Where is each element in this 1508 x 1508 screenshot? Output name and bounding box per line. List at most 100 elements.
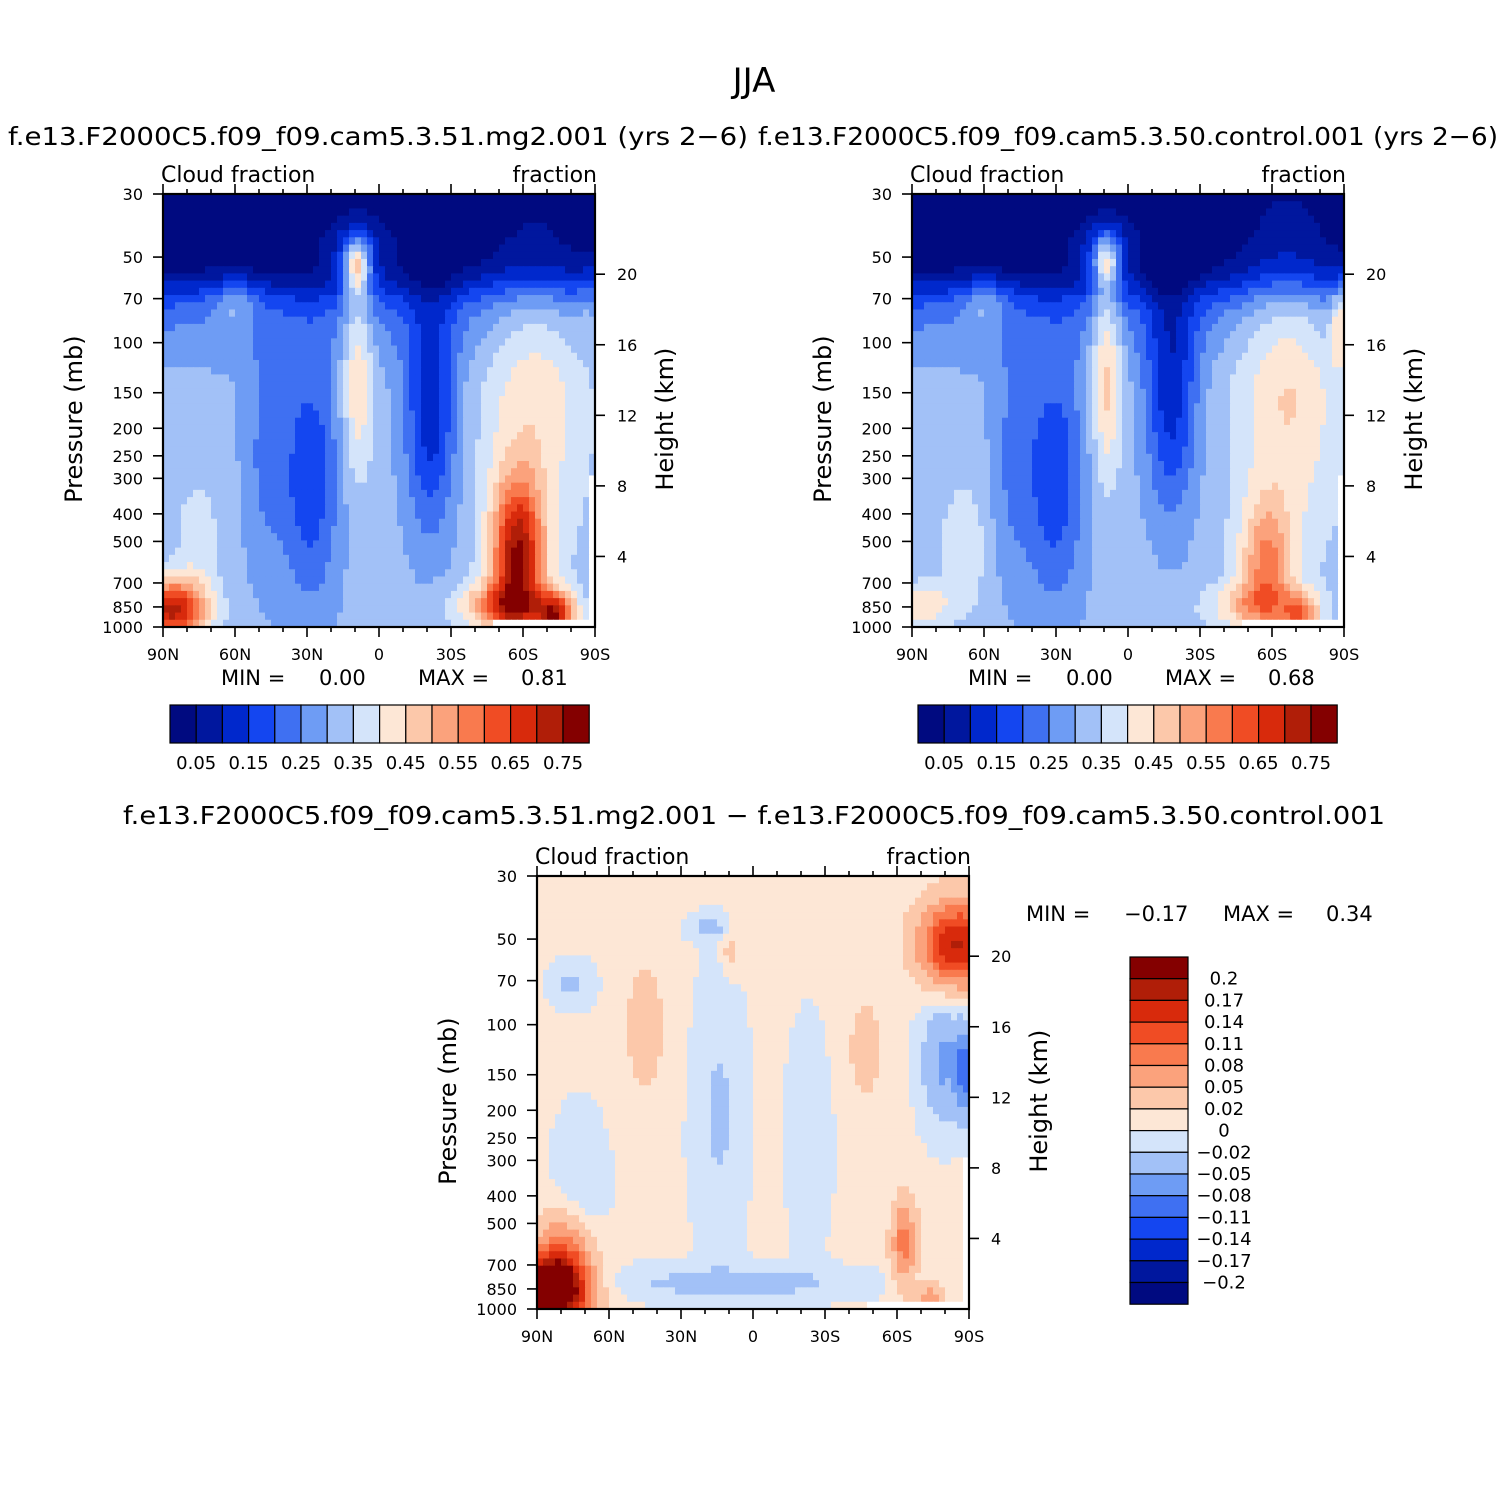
contour-cell bbox=[1272, 230, 1279, 238]
contour-cell bbox=[235, 374, 242, 383]
contour-cell bbox=[229, 439, 236, 448]
contour-cell bbox=[487, 316, 494, 325]
contour-cell bbox=[469, 590, 476, 599]
contour-cell bbox=[1068, 201, 1075, 210]
contour-cell bbox=[1338, 230, 1345, 238]
contour-cell bbox=[1224, 215, 1231, 224]
contour-cell bbox=[409, 525, 416, 534]
contour-cell bbox=[1002, 244, 1009, 253]
contour-cell bbox=[517, 388, 524, 397]
contour-cell bbox=[325, 605, 332, 614]
contour-cell bbox=[1320, 208, 1327, 217]
contour-cell bbox=[589, 590, 596, 599]
contour-cell bbox=[445, 533, 452, 541]
contour-cell bbox=[373, 417, 380, 426]
contour-cell bbox=[1176, 215, 1183, 224]
contour-cell bbox=[511, 417, 518, 426]
contour-cell bbox=[1194, 230, 1201, 238]
contour-cell bbox=[181, 446, 188, 455]
contour-cell bbox=[199, 194, 206, 202]
contour-cell bbox=[493, 367, 500, 376]
contour-cell bbox=[229, 230, 236, 238]
contour-cell bbox=[169, 461, 176, 469]
contour-cell bbox=[223, 316, 230, 325]
contour-cell bbox=[427, 439, 434, 448]
contour-cell bbox=[205, 511, 212, 520]
contour-cell bbox=[463, 388, 470, 397]
contour-cell bbox=[511, 439, 518, 448]
contour-cell bbox=[487, 295, 494, 303]
contour-cell bbox=[499, 273, 506, 282]
contour-cell bbox=[319, 511, 326, 520]
contour-cell bbox=[391, 266, 398, 274]
contour-cell bbox=[301, 194, 308, 202]
contour-cell bbox=[295, 266, 302, 274]
contour-cell bbox=[1326, 222, 1333, 231]
contour-cell bbox=[361, 345, 368, 354]
contour-cell bbox=[187, 309, 194, 318]
contour-cell bbox=[1152, 201, 1159, 210]
contour-cell bbox=[373, 619, 380, 628]
contour-cell bbox=[319, 424, 326, 433]
contour-cell bbox=[373, 583, 380, 592]
contour-cell bbox=[223, 504, 230, 513]
contour-cell bbox=[529, 547, 536, 556]
contour-cell bbox=[379, 525, 386, 534]
contour-cell bbox=[349, 482, 356, 491]
contour-cell bbox=[1056, 215, 1063, 224]
contour-cell bbox=[385, 453, 392, 462]
contour-cell bbox=[463, 374, 470, 383]
contour-cell bbox=[169, 583, 176, 592]
contour-cell bbox=[319, 266, 326, 274]
contour-cell bbox=[193, 533, 200, 541]
contour-cell bbox=[505, 396, 512, 404]
contour-cell bbox=[433, 374, 440, 383]
contour-cell bbox=[355, 518, 362, 527]
contour-cell bbox=[247, 489, 254, 498]
contour-cell bbox=[307, 222, 314, 231]
contour-cell bbox=[283, 295, 290, 303]
contour-cell bbox=[565, 518, 572, 527]
contour-cell bbox=[577, 316, 584, 325]
contour-cell bbox=[277, 215, 284, 224]
contour-cell bbox=[349, 338, 356, 347]
contour-cell bbox=[960, 230, 967, 238]
contour-cell bbox=[265, 583, 272, 592]
contour-cell bbox=[211, 453, 218, 462]
contour-cell bbox=[331, 424, 338, 433]
contour-cell bbox=[415, 554, 422, 563]
contour-cell bbox=[205, 194, 212, 202]
contour-cell bbox=[511, 359, 518, 368]
contour-cell bbox=[289, 511, 296, 520]
contour-cell bbox=[331, 359, 338, 368]
contour-cell bbox=[1194, 215, 1201, 224]
contour-cell bbox=[295, 309, 302, 318]
contour-cell bbox=[403, 540, 410, 549]
contour-cell bbox=[415, 309, 422, 318]
contour-cell bbox=[1266, 201, 1273, 210]
contour-cell bbox=[253, 302, 260, 311]
contour-cell bbox=[367, 367, 374, 376]
contour-cell bbox=[583, 504, 590, 513]
contour-cell bbox=[307, 576, 314, 585]
contour-cell bbox=[295, 244, 302, 253]
contour-cell bbox=[535, 244, 542, 253]
contour-cell bbox=[385, 540, 392, 549]
contour-cell bbox=[583, 302, 590, 311]
y-tick-label: 50 bbox=[123, 248, 143, 267]
contour-cell bbox=[349, 432, 356, 440]
contour-cell bbox=[541, 222, 548, 231]
contour-cell bbox=[571, 605, 578, 614]
contour-cell bbox=[169, 244, 176, 253]
contour-cell bbox=[241, 619, 248, 628]
contour-cell bbox=[211, 518, 218, 527]
contour-cell bbox=[385, 338, 392, 347]
contour-cell bbox=[433, 194, 440, 202]
contour-cell bbox=[1128, 194, 1135, 202]
contour-cell bbox=[319, 302, 326, 311]
contour-cell bbox=[583, 331, 590, 339]
contour-cell bbox=[283, 352, 290, 361]
contour-cell bbox=[373, 295, 380, 303]
contour-cell bbox=[996, 222, 1003, 231]
contour-cell bbox=[535, 612, 542, 621]
